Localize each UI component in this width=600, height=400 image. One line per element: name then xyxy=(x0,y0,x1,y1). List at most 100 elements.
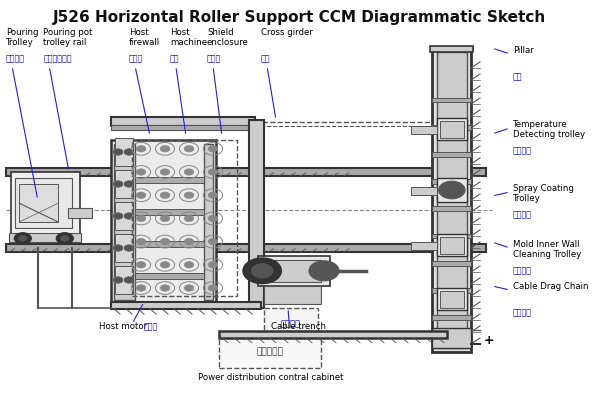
Circle shape xyxy=(124,149,134,155)
Bar xyxy=(432,179,471,184)
Bar xyxy=(115,202,133,230)
Text: Mold Inner Wall
Cleaning Trolley: Mold Inner Wall Cleaning Trolley xyxy=(513,240,581,260)
Circle shape xyxy=(208,169,218,175)
Text: 主电机: 主电机 xyxy=(144,322,158,331)
Circle shape xyxy=(316,266,332,276)
Text: 主机: 主机 xyxy=(170,54,179,63)
Circle shape xyxy=(113,213,123,219)
Text: Cable Drag Chain: Cable Drag Chain xyxy=(513,282,589,291)
Bar xyxy=(111,140,216,304)
Bar xyxy=(111,302,261,309)
Circle shape xyxy=(445,186,458,194)
Bar xyxy=(432,48,471,352)
Circle shape xyxy=(208,262,218,268)
Text: Power distribution contral cabinet: Power distribution contral cabinet xyxy=(198,373,343,382)
Bar xyxy=(432,206,471,211)
Bar xyxy=(430,46,473,52)
Bar xyxy=(135,273,204,279)
Bar xyxy=(132,140,237,296)
Bar xyxy=(135,209,204,215)
Bar xyxy=(204,144,213,300)
Bar xyxy=(6,244,486,252)
Text: 电缆线槽: 电缆线槽 xyxy=(281,320,301,328)
Circle shape xyxy=(124,181,134,187)
Bar xyxy=(115,138,133,166)
Bar xyxy=(258,256,330,286)
Text: Pillar: Pillar xyxy=(513,46,534,55)
Text: Shield
enclosure: Shield enclosure xyxy=(207,28,249,47)
Bar xyxy=(19,184,58,222)
Bar xyxy=(432,152,471,157)
Bar xyxy=(437,52,467,348)
Circle shape xyxy=(136,238,146,245)
Text: 越梁: 越梁 xyxy=(261,54,271,63)
Text: 防火墙: 防火墙 xyxy=(129,54,143,63)
Bar xyxy=(411,187,437,195)
Circle shape xyxy=(113,149,123,155)
Bar xyxy=(115,266,133,294)
Text: J526 Horizontal Roller Support CCM Diagrammatic Sketch: J526 Horizontal Roller Support CCM Diagr… xyxy=(53,10,547,25)
Bar xyxy=(264,286,321,304)
Bar xyxy=(115,170,133,198)
Circle shape xyxy=(136,215,146,222)
Text: Host motor: Host motor xyxy=(99,322,147,331)
Text: 电气控制柜: 电气控制柜 xyxy=(257,348,283,356)
Circle shape xyxy=(160,262,170,268)
Text: Pouring pot
trolley rail: Pouring pot trolley rail xyxy=(43,28,92,47)
Bar xyxy=(264,308,318,338)
Bar xyxy=(249,120,264,308)
Text: Cable trench: Cable trench xyxy=(271,322,326,331)
Circle shape xyxy=(136,146,146,152)
Text: Pouring
Trolley: Pouring Trolley xyxy=(6,28,38,47)
Circle shape xyxy=(243,258,281,284)
Circle shape xyxy=(309,261,339,281)
Circle shape xyxy=(160,169,170,175)
Circle shape xyxy=(160,285,170,291)
Bar xyxy=(135,241,204,247)
Bar xyxy=(114,144,135,300)
Circle shape xyxy=(160,192,170,198)
Text: 喷涂小车: 喷涂小车 xyxy=(513,210,532,219)
Circle shape xyxy=(61,236,69,241)
Text: 清理小车: 清理小车 xyxy=(513,266,532,275)
Circle shape xyxy=(184,192,194,198)
Bar xyxy=(68,208,92,218)
Circle shape xyxy=(124,245,134,251)
Bar xyxy=(111,125,255,130)
Bar xyxy=(432,261,471,266)
Text: Host
firewall: Host firewall xyxy=(129,28,160,47)
Bar xyxy=(267,260,321,282)
Bar xyxy=(432,315,471,320)
Bar xyxy=(111,117,255,126)
Circle shape xyxy=(251,264,273,278)
Bar xyxy=(440,237,464,254)
Circle shape xyxy=(184,262,194,268)
Bar xyxy=(437,118,467,140)
Circle shape xyxy=(184,238,194,245)
Text: 电缆拖链: 电缆拖链 xyxy=(513,308,532,317)
Text: Host
machine: Host machine xyxy=(170,28,207,47)
Bar xyxy=(219,338,321,368)
Bar xyxy=(15,178,72,228)
Bar xyxy=(437,288,467,310)
Text: Cross girder: Cross girder xyxy=(261,28,313,37)
Text: 防护罩: 防护罩 xyxy=(207,54,221,63)
Circle shape xyxy=(160,146,170,152)
Bar xyxy=(440,291,464,308)
Circle shape xyxy=(113,277,123,283)
Circle shape xyxy=(136,262,146,268)
Circle shape xyxy=(208,285,218,291)
Circle shape xyxy=(439,181,465,199)
Text: Temperature
Detecting trolley: Temperature Detecting trolley xyxy=(513,120,585,139)
Circle shape xyxy=(184,215,194,222)
Bar xyxy=(11,172,80,234)
Bar xyxy=(432,288,471,293)
Circle shape xyxy=(160,238,170,245)
Bar xyxy=(440,121,464,138)
Text: 浇注小车: 浇注小车 xyxy=(6,54,25,63)
Circle shape xyxy=(136,169,146,175)
Bar xyxy=(135,177,204,183)
Text: 浇注小车轨道: 浇注小车轨道 xyxy=(43,54,72,63)
Circle shape xyxy=(124,277,134,283)
Circle shape xyxy=(184,285,194,291)
